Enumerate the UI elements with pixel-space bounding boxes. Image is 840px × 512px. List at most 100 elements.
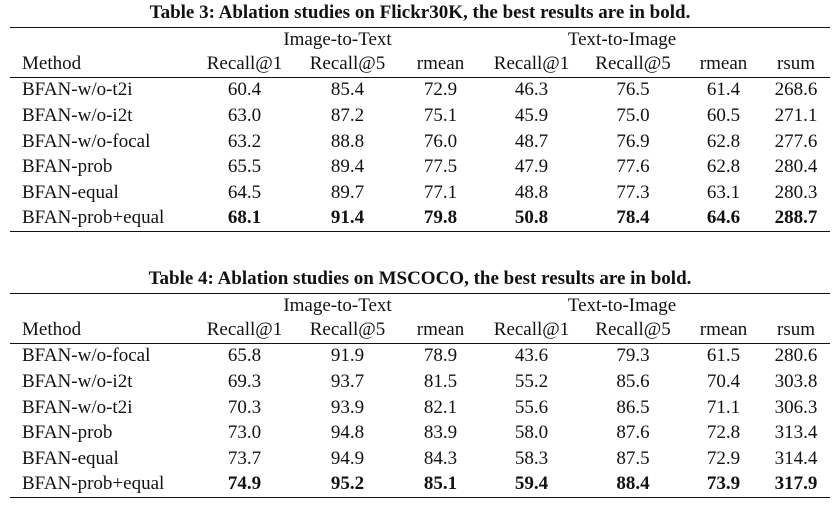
header-spacer xyxy=(10,27,193,51)
table-row: BFAN-w/o-focal 63.2 88.8 76.0 48.7 76.9 … xyxy=(10,129,830,155)
value-cell: 55.6 xyxy=(514,396,549,418)
column-header-method: Method xyxy=(22,318,82,340)
value-cell: 63.2 xyxy=(227,130,262,152)
value-cell: 77.5 xyxy=(423,156,458,178)
value-cell: 87.2 xyxy=(330,104,365,126)
method-cell: BFAN-prob+equal xyxy=(10,471,193,499)
value-cell: 64.5 xyxy=(227,181,262,203)
value-cell: 85.4 xyxy=(296,76,399,104)
value-cell: 70.4 xyxy=(706,370,741,392)
value-cell: 63.1 xyxy=(706,181,741,203)
table-caption: Table 4: Ablation studies on MSCOCO, the… xyxy=(148,268,692,289)
value-cell: 83.9 xyxy=(423,422,458,444)
value-cell: 43.6 xyxy=(482,342,582,370)
value-cell: 77.6 xyxy=(616,156,650,178)
value-cell: 86.5 xyxy=(616,396,650,418)
value-cell: 46.3 xyxy=(482,76,582,104)
best-value-cell: 64.6 xyxy=(685,205,763,233)
value-cell: 76.9 xyxy=(616,130,650,152)
best-value-cell: 68.1 xyxy=(193,205,296,233)
method-cell: BFAN-w/o-focal xyxy=(10,342,193,370)
table-row: BFAN-w/o-t2i 70.3 93.9 82.1 55.6 86.5 71… xyxy=(10,395,830,421)
value-cell: 313.4 xyxy=(774,422,818,444)
best-value-cell: 59.4 xyxy=(482,471,582,499)
value-cell: 268.6 xyxy=(762,76,831,104)
value-cell: 271.1 xyxy=(774,104,818,126)
best-value-cell: 73.9 xyxy=(685,471,763,499)
best-value-cell: 79.8 xyxy=(399,205,483,233)
column-header: Recall@1 xyxy=(206,318,283,340)
value-cell: 77.1 xyxy=(423,181,458,203)
value-cell: 81.5 xyxy=(423,370,458,392)
value-cell: 65.8 xyxy=(193,342,296,370)
value-cell: 47.9 xyxy=(514,156,549,178)
table-row: BFAN-prob 73.0 94.8 83.9 58.0 87.6 72.8 … xyxy=(10,420,830,446)
value-cell: 77.3 xyxy=(616,181,650,203)
column-header: Recall@1 xyxy=(206,52,283,74)
value-cell: 82.1 xyxy=(423,396,458,418)
table-row: BFAN-w/o-focal 65.8 91.9 78.9 43.6 79.3 … xyxy=(10,342,831,370)
value-cell: 89.4 xyxy=(330,156,365,178)
table-caption: Table 3: Ablation studies on Flickr30K, … xyxy=(149,2,691,23)
value-cell: 93.9 xyxy=(330,396,365,418)
mscoco-ablation-table: Image-to-Text Text-to-Image Method Recal… xyxy=(10,293,831,499)
value-cell: 75.1 xyxy=(423,104,458,126)
column-header: Recall@5 xyxy=(595,318,671,340)
value-cell: 60.5 xyxy=(706,104,741,126)
column-header: rsum xyxy=(777,52,816,74)
value-cell: 61.5 xyxy=(685,342,763,370)
best-value-cell: 95.2 xyxy=(296,471,399,499)
value-cell: 63.0 xyxy=(227,104,262,126)
value-cell: 79.3 xyxy=(581,342,686,370)
value-cell: 45.9 xyxy=(514,104,549,126)
column-header: rmean xyxy=(416,318,465,340)
best-value-cell: 88.4 xyxy=(581,471,686,499)
column-header: Recall@1 xyxy=(493,52,570,74)
column-header: rmean xyxy=(699,52,748,74)
column-header-method: Method xyxy=(22,52,82,74)
flickr30k-ablation-table-block: Table 3: Ablation studies on Flickr30K, … xyxy=(10,0,831,233)
value-cell: 72.9 xyxy=(399,76,483,104)
best-value-cell: 91.4 xyxy=(296,205,399,233)
column-header: Recall@5 xyxy=(309,318,386,340)
column-header: rmean xyxy=(416,52,465,74)
column-header: Recall@1 xyxy=(493,318,570,340)
method-cell: BFAN-w/o-focal xyxy=(22,130,151,152)
value-cell: 76.0 xyxy=(423,130,458,152)
value-cell: 88.8 xyxy=(330,130,365,152)
value-cell: 91.9 xyxy=(296,342,399,370)
value-cell: 76.5 xyxy=(581,76,686,104)
value-cell: 48.8 xyxy=(514,181,549,203)
group-header-text-to-image: Text-to-Image xyxy=(482,293,831,317)
value-cell: 306.3 xyxy=(774,396,818,418)
value-cell: 62.8 xyxy=(706,156,741,178)
method-cell: BFAN-equal xyxy=(22,447,119,469)
method-cell: BFAN-w/o-t2i xyxy=(10,76,193,104)
value-cell: 75.0 xyxy=(616,104,650,126)
method-cell: BFAN-prob xyxy=(22,422,113,444)
column-header: Recall@5 xyxy=(309,52,386,74)
method-cell: BFAN-w/o-i2t xyxy=(22,104,133,126)
best-value-cell: 85.1 xyxy=(399,471,483,499)
value-cell: 60.4 xyxy=(193,76,296,104)
value-cell: 73.0 xyxy=(227,422,262,444)
header-spacer xyxy=(10,293,193,317)
value-cell: 58.3 xyxy=(514,447,549,469)
value-cell: 61.4 xyxy=(685,76,763,104)
method-cell: BFAN-prob+equal xyxy=(10,205,193,233)
value-cell: 89.7 xyxy=(330,181,365,203)
method-cell: BFAN-w/o-i2t xyxy=(22,370,133,392)
value-cell: 277.6 xyxy=(774,130,818,152)
table-row: BFAN-equal 64.5 89.7 77.1 48.8 77.3 63.1… xyxy=(10,180,830,206)
value-cell: 62.8 xyxy=(706,130,741,152)
column-header: Recall@5 xyxy=(595,52,671,74)
value-cell: 70.3 xyxy=(227,396,262,418)
table-row: BFAN-w/o-i2t 63.0 87.2 75.1 45.9 75.0 60… xyxy=(10,103,830,129)
value-cell: 84.3 xyxy=(423,447,458,469)
column-header: rmean xyxy=(699,318,748,340)
value-cell: 94.9 xyxy=(330,447,365,469)
value-cell: 55.2 xyxy=(514,370,549,392)
table-row-best: BFAN-prob+equal 68.1 91.4 79.8 50.8 78.4… xyxy=(10,205,831,233)
value-cell: 87.5 xyxy=(616,447,650,469)
group-header-row: Image-to-Text Text-to-Image xyxy=(10,27,831,51)
